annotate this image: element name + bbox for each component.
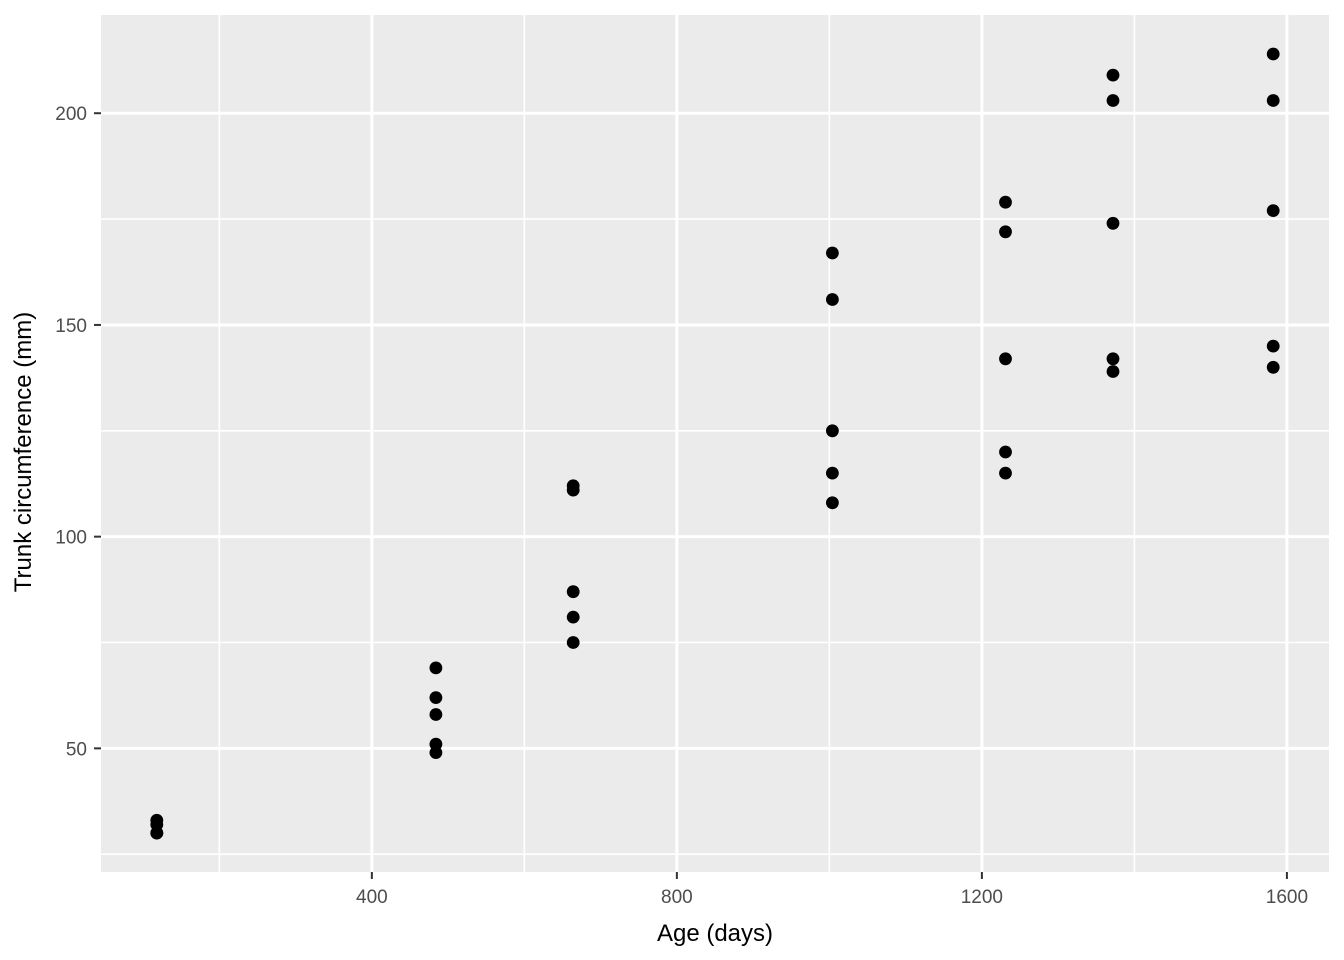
- data-point: [429, 708, 443, 721]
- data-point: [1266, 204, 1280, 218]
- y-axis-title: Trunk circumference (mm): [10, 312, 37, 592]
- data-point: [150, 826, 164, 840]
- data-point: [826, 424, 839, 438]
- data-point: [999, 466, 1012, 480]
- y-tick-label: 100: [55, 528, 87, 549]
- data-point: [826, 246, 839, 260]
- data-point: [1106, 216, 1120, 230]
- data-point: [429, 746, 443, 759]
- data-point: [999, 445, 1012, 459]
- data-point: [1106, 94, 1120, 107]
- data-point: [999, 225, 1012, 239]
- data-point: [429, 691, 443, 704]
- data-point: [1106, 68, 1120, 82]
- data-point: [1266, 360, 1280, 374]
- data-point: [566, 610, 580, 624]
- minor-gridlines: [101, 15, 1329, 872]
- data-point: [1106, 352, 1120, 366]
- data-point: [1106, 365, 1120, 378]
- data-point: [566, 636, 580, 649]
- x-tick-label: 1200: [961, 887, 1003, 908]
- x-tick-label: 800: [661, 887, 693, 908]
- data-point: [826, 293, 839, 306]
- y-tick-label: 150: [55, 316, 87, 337]
- major-gridlines: [101, 15, 1329, 872]
- y-tick-label: 200: [55, 104, 87, 125]
- data-points: [150, 47, 1280, 840]
- x-tick-label: 400: [356, 887, 388, 908]
- x-axis-title: Age (days): [657, 920, 773, 947]
- data-point: [429, 661, 443, 675]
- data-point: [1266, 47, 1280, 61]
- data-point: [826, 466, 839, 480]
- x-tick-label: 1600: [1266, 887, 1308, 908]
- y-axis-tick-labels: 50 100 150 200: [55, 104, 87, 760]
- data-point: [999, 352, 1012, 366]
- axis-tick-marks: [94, 112, 1288, 879]
- data-point: [999, 195, 1012, 209]
- data-point: [826, 496, 839, 510]
- y-tick-label: 50: [66, 739, 87, 760]
- data-point: [1266, 339, 1280, 353]
- data-point: [566, 479, 580, 493]
- x-axis-tick-labels: 400 800 1200 1600: [356, 887, 1308, 908]
- data-point: [1266, 94, 1280, 107]
- data-point: [566, 585, 580, 599]
- plot-panel: [101, 15, 1329, 872]
